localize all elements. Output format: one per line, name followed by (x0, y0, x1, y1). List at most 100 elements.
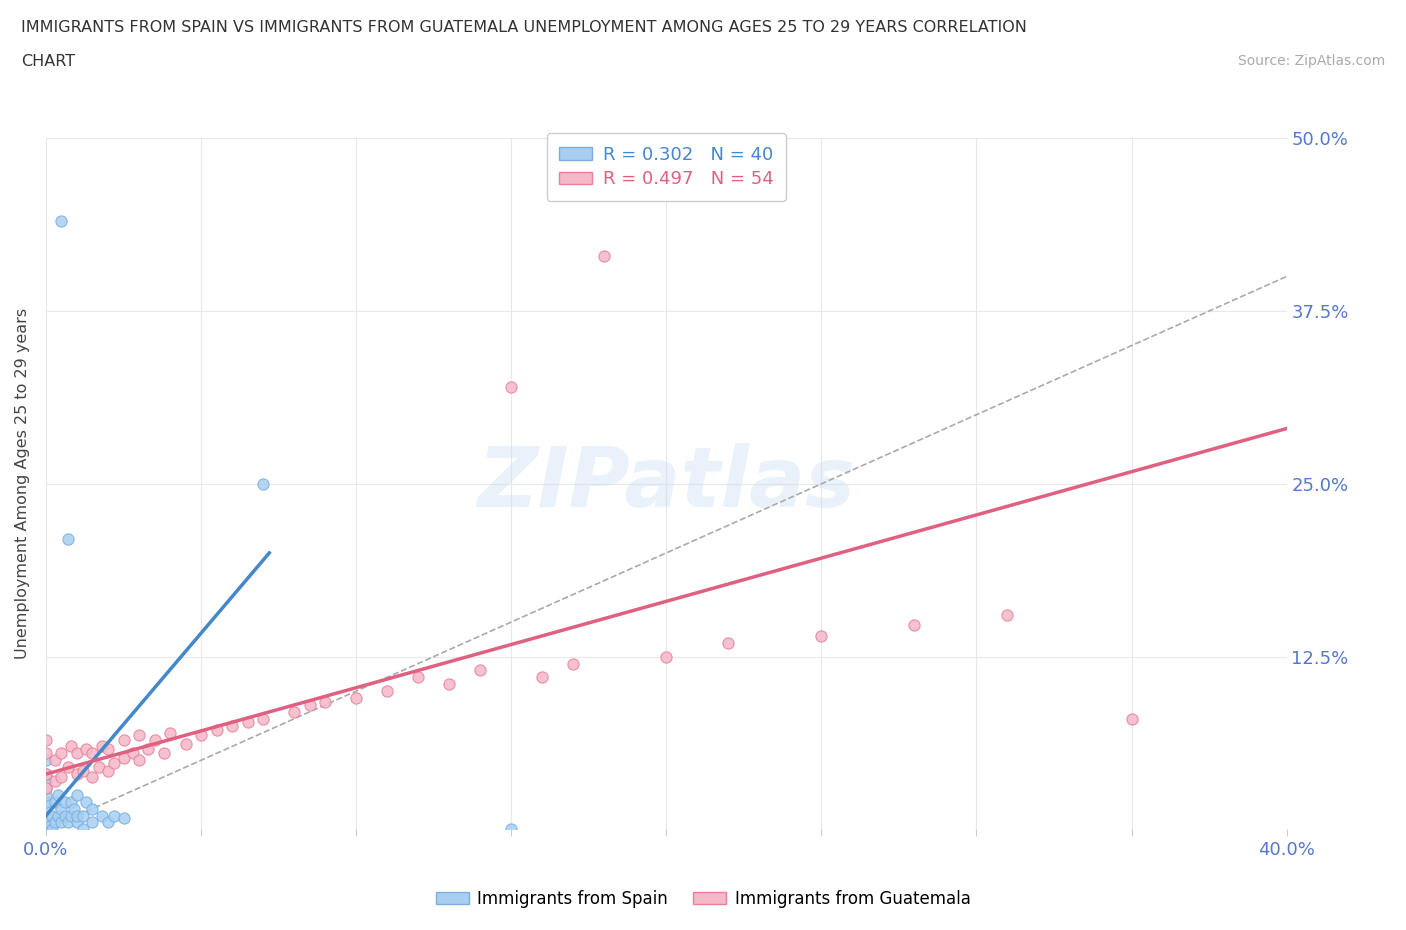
Point (87, 760, 110, 775)
Point (51, 815, 73, 830)
Point (82, 815, 104, 830)
Point (562, 656, 585, 671)
Point (75, 794, 97, 809)
Point (44, 794, 66, 809)
Point (35, 802, 58, 817)
Text: Source: ZipAtlas.com: Source: ZipAtlas.com (1237, 54, 1385, 68)
Point (44, 774, 66, 789)
Point (159, 725, 181, 740)
Legend: Immigrants from Spain, Immigrants from Guatemala: Immigrants from Spain, Immigrants from G… (429, 883, 977, 914)
Point (35, 808, 58, 823)
Point (90, 739, 112, 754)
Point (112, 732, 135, 747)
Point (56, 760, 79, 775)
Point (501, 822, 523, 837)
Point (190, 728, 212, 743)
Point (810, 629, 832, 644)
Point (97, 742, 120, 757)
Point (97, 815, 120, 830)
Point (35, 815, 58, 830)
Point (66, 766, 89, 781)
Point (314, 695, 336, 710)
Y-axis label: Unemployment Among Ages 25 to 29 years: Unemployment Among Ages 25 to 29 years (15, 308, 30, 659)
Point (90, 808, 112, 823)
Point (66, 808, 89, 823)
Point (35, 780, 58, 795)
Point (221, 718, 243, 733)
Point (35, 774, 58, 789)
Point (48, 808, 70, 823)
Point (66, 815, 89, 830)
Point (501, 379, 523, 394)
Point (82, 769, 104, 784)
Point (72, 808, 94, 823)
Point (63, 802, 86, 817)
Point (470, 663, 492, 678)
Text: ZIPatlas: ZIPatlas (478, 444, 855, 525)
Point (593, 248, 616, 263)
Point (437, 677, 460, 692)
Point (51, 214, 73, 229)
Point (53, 794, 76, 809)
Point (66, 746, 89, 761)
Point (72, 764, 94, 778)
Point (41, 808, 63, 823)
Text: CHART: CHART (21, 54, 75, 69)
Point (103, 808, 125, 823)
Point (128, 728, 150, 743)
Point (35, 766, 58, 781)
Point (59, 794, 82, 809)
Point (174, 737, 197, 751)
Point (344, 691, 367, 706)
Point (35, 732, 58, 747)
Point (72, 822, 94, 837)
Point (35, 794, 58, 809)
Point (655, 649, 678, 664)
Point (531, 670, 554, 684)
Point (283, 704, 305, 719)
Point (51, 746, 73, 761)
Point (375, 684, 398, 698)
Point (903, 618, 925, 632)
Point (35, 753, 58, 768)
Point (112, 811, 135, 826)
Point (41, 822, 63, 837)
Point (44, 753, 66, 768)
Point (406, 670, 429, 684)
Point (35, 788, 58, 803)
Point (252, 476, 274, 491)
Point (252, 711, 274, 726)
Point (205, 723, 228, 737)
Point (143, 732, 166, 747)
Point (82, 746, 104, 761)
Point (121, 746, 143, 761)
Point (35, 780, 58, 795)
Point (153, 746, 176, 761)
Legend: R = 0.302   N = 40, R = 0.497   N = 54: R = 0.302 N = 40, R = 0.497 N = 54 (547, 133, 786, 201)
Point (56, 815, 79, 830)
Point (82, 802, 104, 817)
Point (997, 607, 1019, 622)
Point (97, 764, 120, 778)
Point (51, 769, 73, 784)
Point (56, 532, 79, 547)
Point (298, 698, 321, 712)
Point (48, 788, 70, 803)
Point (35, 822, 58, 837)
Point (59, 739, 82, 754)
Point (136, 742, 159, 757)
Point (236, 714, 259, 729)
Point (103, 755, 125, 770)
Text: IMMIGRANTS FROM SPAIN VS IMMIGRANTS FROM GUATEMALA UNEMPLOYMENT AMONG AGES 25 TO: IMMIGRANTS FROM SPAIN VS IMMIGRANTS FROM… (21, 20, 1026, 35)
Point (35, 746, 58, 761)
Point (112, 751, 135, 765)
Point (66, 788, 89, 803)
Point (1121, 711, 1143, 726)
Point (717, 635, 740, 650)
Point (75, 742, 97, 757)
Point (128, 753, 150, 768)
Point (51, 802, 73, 817)
Point (44, 815, 66, 830)
Point (35, 766, 58, 781)
Point (53, 808, 76, 823)
